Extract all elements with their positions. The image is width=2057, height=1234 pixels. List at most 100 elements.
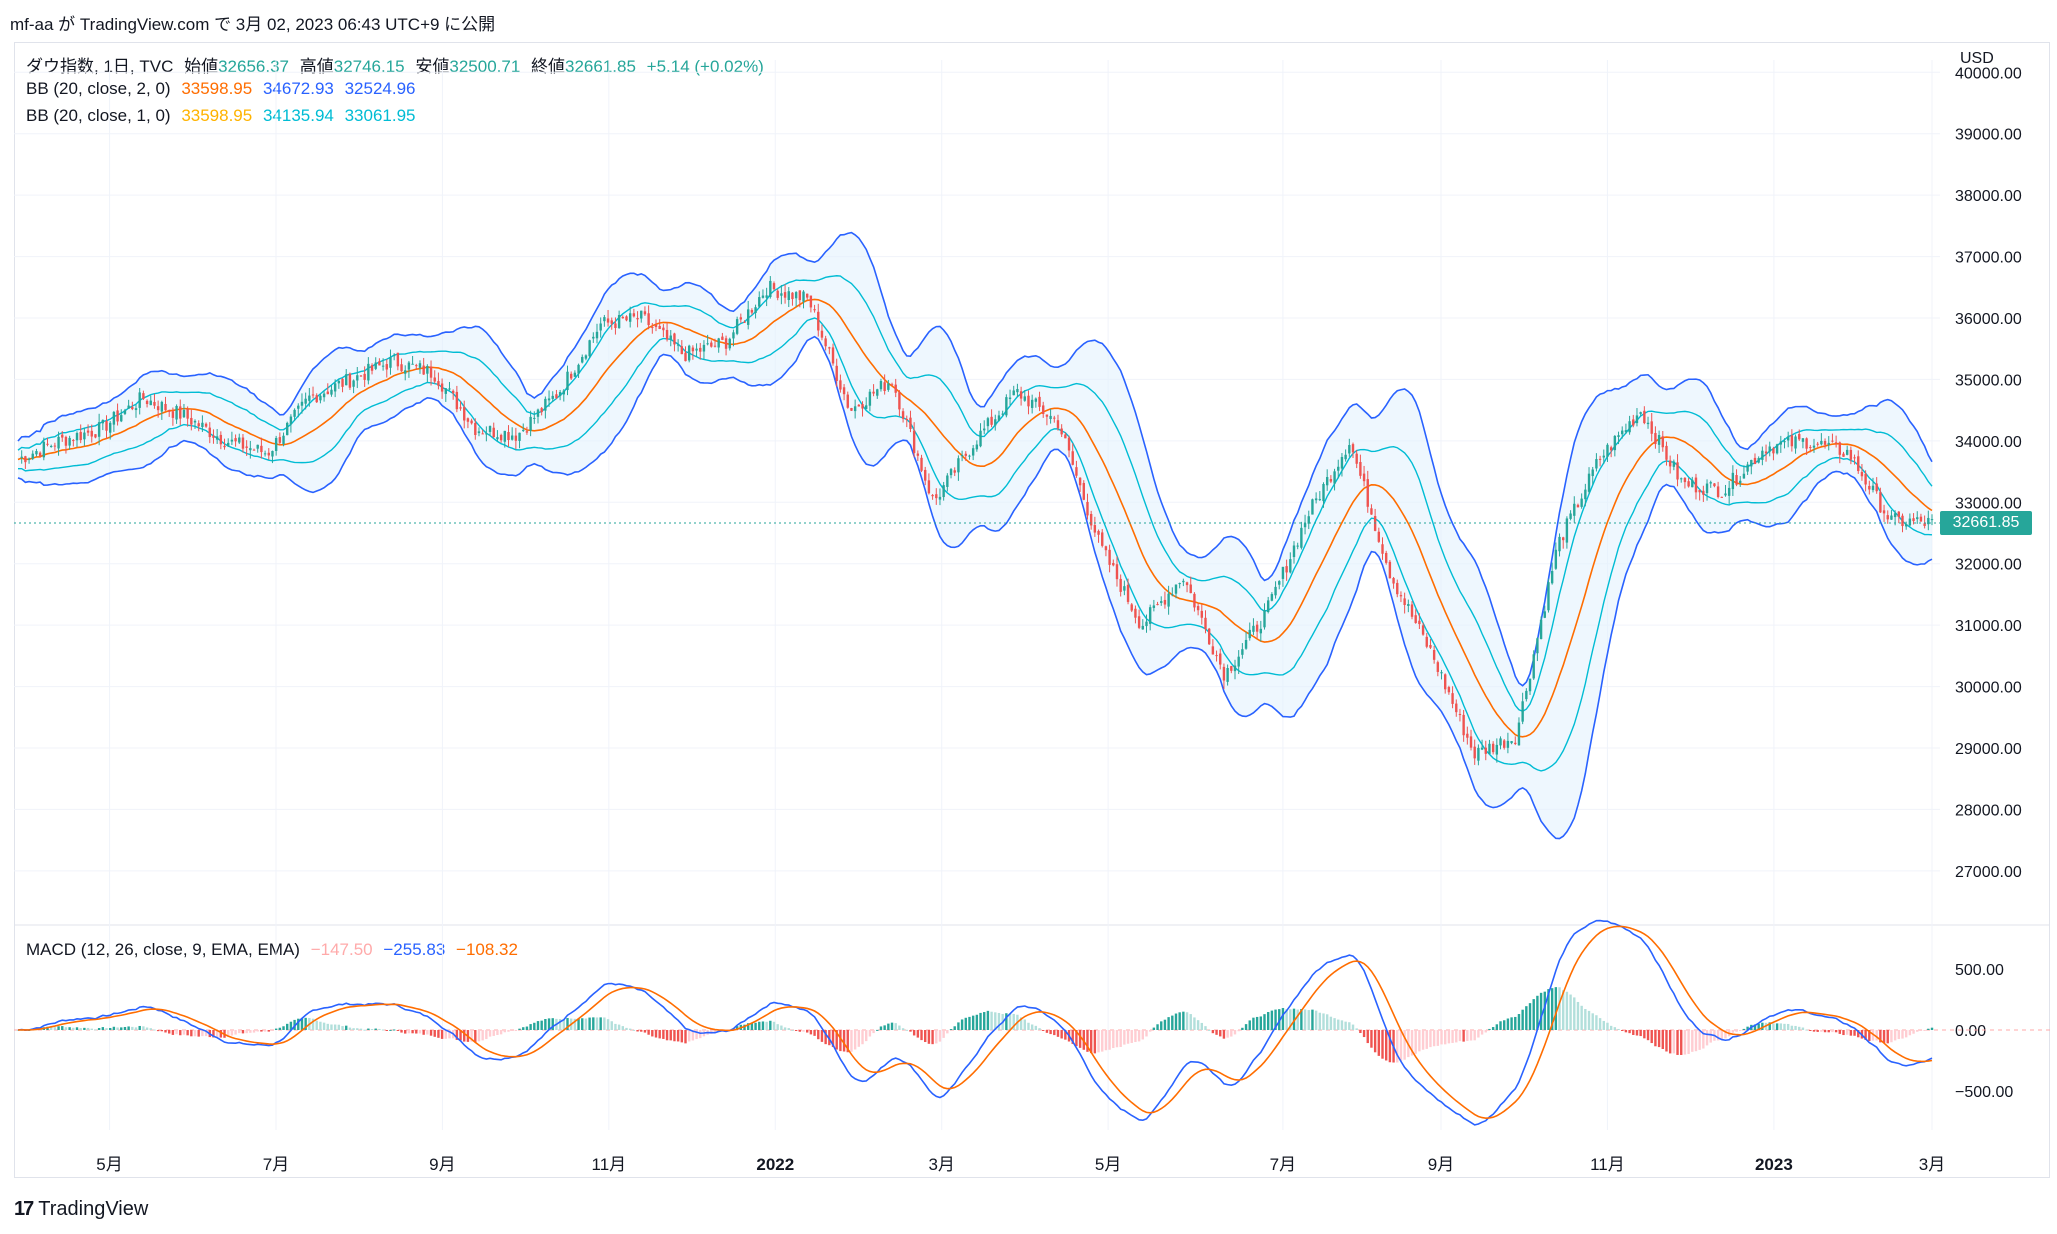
candle-body <box>1893 513 1897 518</box>
candle-body <box>912 430 916 453</box>
candle-body <box>1333 471 1336 484</box>
candle-body <box>1314 498 1318 501</box>
candle-body <box>278 437 282 443</box>
candle-body <box>1676 462 1679 480</box>
macd-histogram-bar <box>1919 1030 1923 1031</box>
candle-body <box>1879 492 1882 513</box>
candle-body <box>1237 656 1240 667</box>
candle-body <box>1742 473 1746 479</box>
macd-histogram-bar <box>1617 1028 1620 1030</box>
macd-histogram-bar <box>595 1017 599 1030</box>
macd-histogram-bar <box>1838 1030 1842 1034</box>
macd-histogram-bar <box>219 1030 223 1038</box>
candle-body <box>1049 415 1052 420</box>
candle-body <box>817 311 820 331</box>
bb-basis <box>17 298 1933 738</box>
macd-histogram-bar <box>1573 997 1576 1030</box>
candle-body <box>802 291 805 302</box>
candle-body <box>739 317 743 320</box>
macd-histogram-bar <box>116 1027 119 1030</box>
candle-body <box>319 395 322 401</box>
candle-body <box>894 384 897 393</box>
macd-histogram-bar <box>1366 1030 1369 1044</box>
candle-body <box>1425 636 1428 647</box>
candle-body <box>1384 552 1388 563</box>
candle-body <box>182 409 186 418</box>
candle-body <box>960 455 964 457</box>
candle-body <box>853 406 857 412</box>
candle-body <box>1366 479 1369 507</box>
macd-histogram-bar <box>1731 1030 1735 1033</box>
macd-histogram-bar <box>1093 1030 1097 1054</box>
candle-body <box>1414 615 1417 623</box>
macd-histogram-bar <box>1683 1030 1687 1055</box>
candle-body <box>1904 524 1908 527</box>
macd-histogram-bar <box>1554 987 1558 1030</box>
candle-body <box>1827 442 1830 445</box>
candle-body <box>632 313 636 317</box>
macd-histogram-bar <box>643 1030 647 1033</box>
macd-histogram-bar <box>957 1022 960 1030</box>
candle-body <box>562 390 566 395</box>
macd-histogram-bar <box>938 1030 942 1042</box>
macd-histogram-bar <box>1724 1030 1727 1039</box>
macd-histogram-bar <box>636 1030 639 1032</box>
candle-body <box>1351 444 1355 453</box>
macd-label: MACD (12, 26, close, 9, EMA, EMA) <box>26 940 300 959</box>
macd-histogram-bar <box>1274 1009 1277 1030</box>
candle-body <box>1141 625 1144 630</box>
candle-body <box>252 449 256 451</box>
candle-body <box>1418 620 1421 625</box>
macd-histogram-bar <box>887 1023 890 1030</box>
macd-histogram-bar <box>1318 1012 1322 1030</box>
candle-body <box>628 313 632 322</box>
candle-body <box>396 352 400 367</box>
candle-body <box>127 405 130 409</box>
candle-body <box>415 365 418 367</box>
macd-histogram-bar <box>865 1030 868 1042</box>
macd-histogram-bar <box>179 1030 182 1036</box>
candle-body <box>964 453 967 456</box>
macd-histogram-bar <box>356 1028 359 1030</box>
candle-body <box>533 417 536 419</box>
macd-histogram-bar <box>1359 1030 1362 1034</box>
candle-body <box>588 340 591 357</box>
candle-body <box>1554 549 1558 569</box>
candle-body <box>1211 646 1215 655</box>
candle-body <box>418 363 422 368</box>
macd-histogram-bar <box>300 1018 304 1030</box>
candle-body <box>1329 479 1333 482</box>
macd-histogram-bar <box>1584 1009 1587 1030</box>
candle-body <box>835 365 838 381</box>
candle-body <box>1750 459 1753 467</box>
candle-body <box>1233 665 1237 672</box>
candle-body <box>1503 740 1506 748</box>
macd-histogram-bar <box>625 1027 628 1030</box>
macd-histogram-bar <box>374 1028 377 1030</box>
candle-body <box>1842 453 1845 457</box>
candle-body <box>514 435 518 441</box>
candle-body <box>1086 501 1089 516</box>
candle-body <box>1130 604 1133 611</box>
macd-histogram-bar <box>676 1030 680 1042</box>
candle-body <box>1731 472 1735 490</box>
candle-body <box>160 401 164 412</box>
candle-body <box>577 364 580 374</box>
candle-body <box>1230 666 1233 671</box>
candle-body <box>551 395 554 399</box>
candle-body <box>1348 445 1351 454</box>
time-tick-label: 5月 <box>96 1155 122 1174</box>
candle-body <box>1871 485 1875 491</box>
macd-histogram-bar <box>1215 1030 1218 1035</box>
time-tick-label: 11月 <box>592 1155 627 1174</box>
macd-histogram-bar <box>1086 1030 1089 1052</box>
candle-body <box>1060 428 1063 435</box>
macd-histogram-bar <box>1635 1030 1639 1036</box>
candle-body <box>1724 493 1727 496</box>
macd-histogram-bar <box>1514 1016 1517 1030</box>
candle-body <box>949 469 953 476</box>
bollinger-lines <box>17 231 1933 840</box>
macd-histogram-bar <box>1211 1030 1215 1034</box>
candle-body <box>1584 489 1587 500</box>
